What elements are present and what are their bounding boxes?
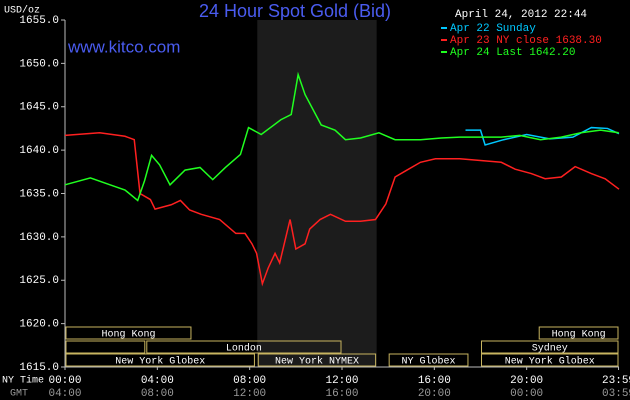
timestamp: April 24, 2012 22:44 xyxy=(455,9,587,21)
legend-label: Apr 23 NY close 1638.30 xyxy=(450,35,602,47)
y-tick-label: 1650.0 xyxy=(19,58,59,70)
legend-label: Apr 22 Sunday xyxy=(450,23,536,35)
x2-tick-label: 04:00 xyxy=(48,388,81,400)
session-label: Hong Kong xyxy=(552,330,606,341)
session-label: London xyxy=(226,343,262,355)
y-tick-label: 1620.0 xyxy=(19,319,59,331)
session-label: Hong Kong xyxy=(101,330,155,341)
x-tick-label: 23:59 xyxy=(602,375,630,387)
chart-title: 24 Hour Spot Gold (Bid) xyxy=(199,1,391,21)
x-tick-label: 16:00 xyxy=(418,375,451,387)
y-tick-label: 1655.0 xyxy=(19,15,59,27)
session-label: Sydney xyxy=(532,343,568,355)
y-tick-label: 1635.0 xyxy=(19,188,59,200)
x-tick-label: 12:00 xyxy=(325,375,358,387)
x2-tick-label: 16:00 xyxy=(325,388,358,400)
series-line xyxy=(64,71,619,202)
session-box xyxy=(65,340,146,354)
x2-axis-label: GMT xyxy=(10,389,28,400)
y-tick-label: 1645.0 xyxy=(19,102,59,114)
session-box xyxy=(65,326,192,340)
session-label: New York Globex xyxy=(115,356,205,368)
x-tick-label: 04:00 xyxy=(141,375,174,387)
y-tick-label: 1630.0 xyxy=(19,232,59,244)
y-tick-label: 1625.0 xyxy=(19,275,59,287)
x-tick-label: 08:00 xyxy=(233,375,266,387)
x2-tick-label: 20:00 xyxy=(418,388,451,400)
session-box xyxy=(481,340,619,354)
session-box xyxy=(65,353,255,367)
session-label: NY Globex xyxy=(402,356,456,368)
background-layer xyxy=(257,20,377,367)
session-label: New York NYMEX xyxy=(275,356,359,368)
session-box xyxy=(538,326,619,340)
x-tick-label: 00:00 xyxy=(48,375,81,387)
session-box xyxy=(481,353,619,367)
x2-tick-label: 12:00 xyxy=(233,388,266,400)
legend-label: Apr 24 Last 1642.20 xyxy=(450,47,575,59)
session-box xyxy=(146,340,342,354)
session-box xyxy=(257,353,377,367)
x-axis-label: NY Time xyxy=(2,375,44,387)
y-tick-label: 1640.0 xyxy=(19,145,59,157)
x2-tick-label: 00:00 xyxy=(510,388,543,400)
source: www.kitco.com xyxy=(67,37,180,56)
series-line xyxy=(64,132,620,287)
session-label: New York Globex xyxy=(505,356,595,368)
session-box xyxy=(388,353,469,367)
y-tick-label: 1615.0 xyxy=(19,362,59,374)
shaded-region xyxy=(257,20,377,367)
x-tick-label: 20:00 xyxy=(510,375,543,387)
x2-tick-label: 03:59 xyxy=(602,388,630,400)
x2-tick-label: 08:00 xyxy=(141,388,174,400)
y-axis-label: USD/oz xyxy=(4,5,40,17)
